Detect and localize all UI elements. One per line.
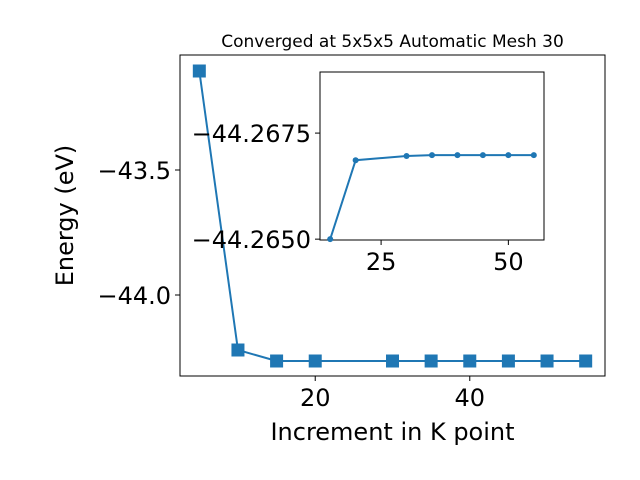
data-point	[479, 152, 486, 159]
data-line	[329, 154, 534, 240]
data-point	[231, 343, 245, 357]
data-point	[308, 354, 322, 368]
data-point	[429, 152, 435, 159]
y-tick-label: −44.2675	[192, 120, 311, 148]
data-point	[579, 354, 593, 368]
data-point	[463, 354, 477, 368]
data-point	[327, 236, 334, 243]
y-tick-label: −44.2650	[192, 226, 311, 254]
data-line	[198, 70, 586, 362]
x-axis-label: Increment in K point	[270, 418, 514, 446]
y-tick-label: −43.5	[97, 157, 171, 185]
chart-title: Converged at 5x5x5 Automatic Mesh 30	[221, 32, 564, 52]
x-tick-label: 20	[300, 384, 331, 412]
data-point	[386, 354, 399, 368]
data-point	[540, 354, 554, 368]
y-axis-label: Energy (eV)	[51, 145, 79, 287]
x-tick-label: 50	[493, 248, 524, 276]
x-tick-label: 25	[366, 248, 397, 276]
data-point	[530, 152, 537, 159]
data-point	[501, 354, 515, 368]
data-point	[403, 153, 410, 159]
data-point	[505, 152, 512, 159]
data-point	[454, 152, 461, 159]
y-tick-label: −44.0	[97, 282, 171, 310]
data-point	[270, 354, 284, 368]
data-point	[352, 157, 359, 164]
x-tick-label: 40	[454, 384, 485, 412]
data-point	[424, 354, 438, 368]
data-point	[192, 64, 206, 78]
